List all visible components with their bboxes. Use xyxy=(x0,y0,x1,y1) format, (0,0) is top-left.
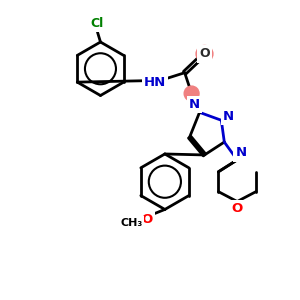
Text: N: N xyxy=(236,146,247,160)
Text: Cl: Cl xyxy=(91,17,104,30)
Text: HN: HN xyxy=(144,76,166,89)
Text: O: O xyxy=(232,202,243,215)
Text: N: N xyxy=(223,110,234,123)
Circle shape xyxy=(196,46,213,62)
Text: O: O xyxy=(141,213,153,226)
Text: O: O xyxy=(199,47,210,60)
Circle shape xyxy=(184,86,199,101)
Text: CH₃: CH₃ xyxy=(120,218,142,228)
Text: N: N xyxy=(189,98,200,111)
